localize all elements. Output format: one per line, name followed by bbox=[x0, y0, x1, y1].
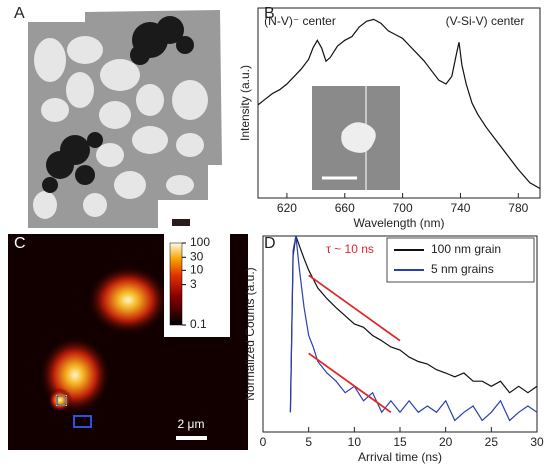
colorbar-tick-label: 10 bbox=[190, 263, 204, 277]
x-tick-label: 30 bbox=[530, 435, 544, 449]
y-axis-label: Normalized Counts (a.u.) bbox=[243, 267, 257, 400]
tem-image bbox=[28, 10, 222, 228]
panel-label: D bbox=[264, 235, 276, 252]
y-axis-label: Intensity (a.u.) bbox=[238, 65, 252, 141]
colorbar-tick-label: 100 bbox=[190, 235, 210, 249]
annotation: (N-V)⁻ center bbox=[264, 14, 336, 28]
legend-box bbox=[386, 237, 535, 283]
colorbar-tick-label: 30 bbox=[190, 249, 204, 263]
pl-map bbox=[8, 234, 248, 450]
x-axis-label: Arrival time (ns) bbox=[358, 450, 442, 464]
plot-area bbox=[289, 236, 537, 422]
annotation: τ ~ 10 ns bbox=[326, 242, 374, 256]
x-tick-label: 780 bbox=[508, 201, 528, 215]
x-tick-label: 660 bbox=[335, 201, 355, 215]
x-tick-label: 25 bbox=[485, 435, 499, 449]
legend-label: 5 nm grains bbox=[431, 262, 494, 276]
x-tick-label: 15 bbox=[393, 435, 407, 449]
legend-label: 100 nm grain bbox=[431, 242, 501, 256]
panel-label: C bbox=[14, 235, 26, 252]
x-tick-label: 0 bbox=[260, 435, 267, 449]
scale-bar-label: 2 μm bbox=[178, 417, 205, 431]
panel-label: B bbox=[264, 5, 275, 22]
x-tick-label: 740 bbox=[450, 201, 470, 215]
plot-area bbox=[257, 18, 541, 190]
fit-line bbox=[308, 274, 401, 342]
x-tick-label: 620 bbox=[277, 201, 297, 215]
sem-inset bbox=[312, 86, 400, 190]
x-axis-label: Wavelength (nm) bbox=[354, 216, 445, 230]
x-tick-label: 20 bbox=[439, 435, 453, 449]
colorbar-tick-label: 3 bbox=[190, 277, 197, 291]
x-tick-label: 10 bbox=[348, 435, 362, 449]
x-tick-label: 700 bbox=[393, 201, 413, 215]
plot-frame bbox=[257, 7, 541, 199]
decay-line bbox=[289, 236, 537, 422]
fit-line bbox=[308, 352, 392, 414]
decay-line bbox=[289, 236, 537, 413]
panel-label: A bbox=[14, 5, 25, 22]
x-tick-label: 5 bbox=[305, 435, 312, 449]
annotation: (V-Si-V) center bbox=[446, 14, 525, 28]
spectrum-line bbox=[257, 18, 541, 190]
colorbar-tick-label: 0.1 bbox=[190, 317, 207, 331]
